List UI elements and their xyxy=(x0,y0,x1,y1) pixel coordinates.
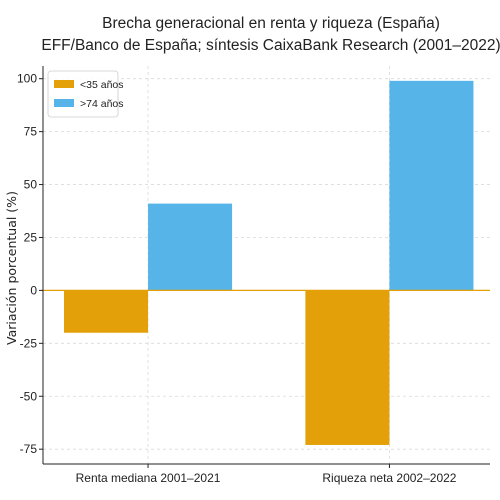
chart-subtitle: EFF/Banco de España; síntesis CaixaBank … xyxy=(41,37,500,54)
y-tick-label: 0 xyxy=(30,283,37,297)
bars xyxy=(64,80,474,445)
x-tick-label: Renta mediana 2001–2021 xyxy=(76,471,221,485)
axes xyxy=(42,66,490,465)
legend-swatch xyxy=(54,80,74,88)
bar xyxy=(64,290,149,333)
y-axis-title: Variación porcentual (%) xyxy=(4,191,19,345)
y-tick-label: -50 xyxy=(20,389,38,403)
chart-title: Brecha generacional en renta y riqueza (… xyxy=(102,15,440,32)
y-tick-label: -75 xyxy=(20,442,38,456)
bar xyxy=(389,80,474,291)
y-tick-label: 25 xyxy=(24,230,38,244)
legend-box xyxy=(47,70,119,118)
y-tick-label: 50 xyxy=(24,178,38,192)
y-tick-label: -25 xyxy=(20,336,38,350)
y-tick-label: 100 xyxy=(17,72,37,86)
bar xyxy=(305,290,390,445)
y-ticks: -75 -50 -25 0 25 50 75 100 xyxy=(17,72,43,456)
legend: <35 años >74 años xyxy=(47,70,124,118)
bar xyxy=(148,203,233,291)
x-ticks: Renta mediana 2001–2021 Riqueza neta 2002… xyxy=(76,464,457,485)
legend-label: <35 años xyxy=(80,79,124,91)
legend-label: >74 años xyxy=(80,98,124,110)
y-tick-label: 75 xyxy=(24,125,38,139)
legend-swatch xyxy=(54,99,74,107)
x-tick-label: Riqueza neta 2002–2022 xyxy=(322,471,456,485)
